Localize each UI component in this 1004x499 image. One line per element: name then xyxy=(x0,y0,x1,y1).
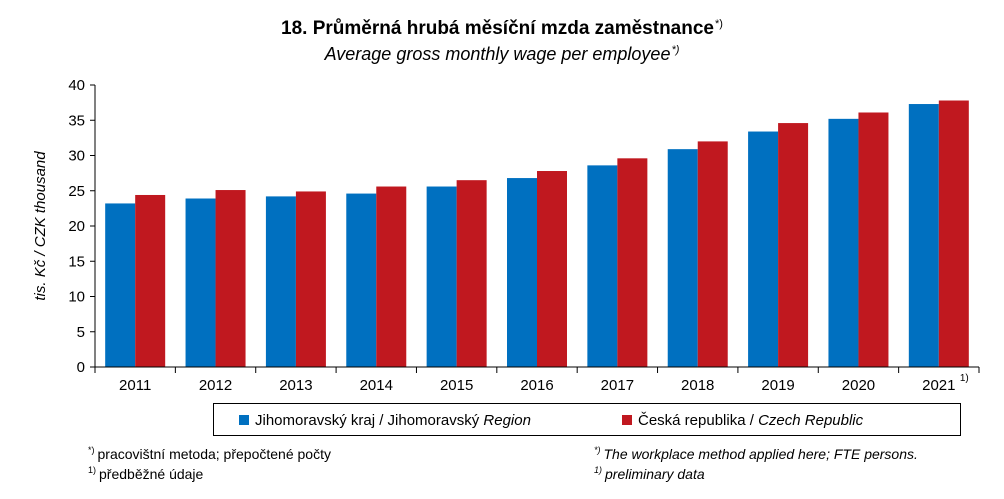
legend-swatch-region xyxy=(239,415,249,425)
y-tick-label-15: 15 xyxy=(68,253,85,270)
y-tick-label-35: 35 xyxy=(68,112,85,129)
y-tick-label-40: 40 xyxy=(68,77,85,94)
x-tick-label-2014: 2014 xyxy=(360,377,393,394)
title-en-mark: *) xyxy=(671,44,680,56)
x-tick-label-2019: 2019 xyxy=(761,377,794,394)
footnote-right-2-text: preliminary data xyxy=(605,466,705,482)
bar-region-2021 xyxy=(908,104,939,367)
footnote-left-2-mark: 1) xyxy=(88,465,97,475)
legend-swatch-czech xyxy=(622,415,632,425)
bar-czech-2015 xyxy=(456,180,487,367)
legend-czech-italic: Czech Republic xyxy=(758,412,864,429)
chart-title-en: Average gross monthly wage per employee*… xyxy=(0,44,1004,65)
y-tick-label-30: 30 xyxy=(68,148,85,165)
x-tick-label-2017: 2017 xyxy=(601,377,634,394)
bar-czech-2013 xyxy=(295,191,326,367)
legend-item-czech: Česká republika / Czech Republic xyxy=(638,412,863,429)
bar-region-2016 xyxy=(507,178,537,367)
x-tick-label-2021: 2021 xyxy=(922,377,955,394)
legend-region-italic: Region xyxy=(483,412,531,429)
y-axis-title: tis. Kč / CZK thousand xyxy=(32,151,49,301)
x-tick-label-2012: 2012 xyxy=(199,377,232,394)
y-tick-label-20: 20 xyxy=(68,218,85,235)
bar-region-2018 xyxy=(667,149,698,367)
legend-item-region: Jihomoravský kraj / Jihomoravský Region xyxy=(255,412,531,429)
y-tick-label-5: 5 xyxy=(77,324,85,341)
bar-chart: 0 5 10 15 20 25 30 35 40 2011 2012 2013 2014 2015 2016… xyxy=(32,77,980,394)
footnote-left-2: 1) předběžné údaje xyxy=(88,465,203,482)
title-en-text: Average gross monthly wage per employee xyxy=(324,44,671,64)
footnote-right-1-text: The workplace method applied here; FTE p… xyxy=(603,446,918,462)
bar-czech-2012 xyxy=(215,190,246,367)
chart-title-cz: 18. Průměrná hrubá měsíční mzda zaměstna… xyxy=(0,18,1004,40)
bar-region-2013 xyxy=(265,196,296,367)
legend-czech-main: Česká republika xyxy=(638,412,746,429)
title-cz-text: 18. Průměrná hrubá měsíční mzda zaměstna… xyxy=(281,18,714,39)
legend-region-main: Jihomoravský kraj xyxy=(255,412,376,429)
bar-czech-2020 xyxy=(858,112,889,368)
footnote-right-2-mark: 1) xyxy=(594,465,603,475)
x-tick-label-2013: 2013 xyxy=(279,377,312,394)
x-tick-label-2016: 2016 xyxy=(520,377,553,394)
bar-region-2015 xyxy=(426,186,457,367)
bar-region-2019 xyxy=(748,131,779,367)
bar-czech-2019 xyxy=(778,123,809,367)
bar-region-2011 xyxy=(105,203,136,367)
x-tick-label-2011: 2011 xyxy=(119,377,151,394)
footnote-right-1: *) The workplace method applied here; FTE… xyxy=(594,445,918,462)
footnote-left-1: *) pracovištní metoda; přepočtené počty xyxy=(88,445,331,462)
bar-region-2014 xyxy=(346,193,377,367)
x-tick-label-2018: 2018 xyxy=(681,377,714,394)
y-tick-label-25: 25 xyxy=(68,183,85,200)
legend-czech-sep: / xyxy=(745,412,759,429)
bar-czech-2014 xyxy=(376,186,407,367)
legend-region-sep: / Jihomoravský xyxy=(375,412,484,429)
chart-legend: Jihomoravský kraj / Jihomoravský Region … xyxy=(213,403,961,436)
footnote-right-1-mark: *) xyxy=(594,445,601,455)
x-tick-label-2020: 2020 xyxy=(842,377,875,394)
bar-czech-2011 xyxy=(135,194,166,367)
bar-region-2020 xyxy=(828,118,859,367)
footnote-left-1-text: pracovištní metoda; přepočtené počty xyxy=(97,446,331,462)
bar-region-2017 xyxy=(587,165,618,367)
bar-czech-2016 xyxy=(537,171,567,367)
y-tick-label-10: 10 xyxy=(68,289,85,306)
footnote-right-2: 1) preliminary data xyxy=(594,465,705,482)
bar-czech-2021 xyxy=(938,100,969,367)
footnote-left-2-text: předběžné údaje xyxy=(99,466,204,482)
footnote-left-1-mark: *) xyxy=(88,445,95,455)
x-tick-label-mark-2021: 1) xyxy=(960,373,969,384)
bar-region-2012 xyxy=(185,198,216,367)
y-tick-label-0: 0 xyxy=(77,359,85,376)
bar-czech-2017 xyxy=(617,158,648,367)
x-tick-label-2015: 2015 xyxy=(440,377,473,394)
bar-czech-2018 xyxy=(697,141,728,367)
title-cz-mark: *) xyxy=(715,18,723,30)
